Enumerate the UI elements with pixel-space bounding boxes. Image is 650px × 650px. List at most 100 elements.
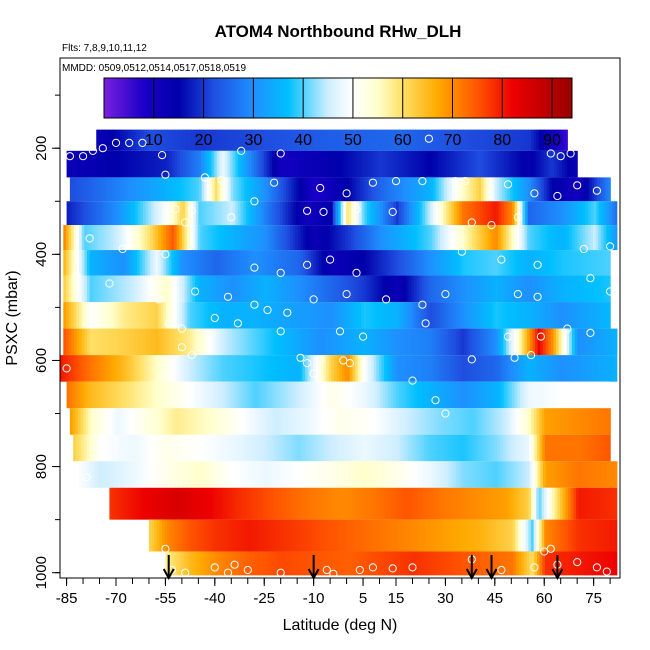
heatmap-cell xyxy=(409,201,413,226)
heatmap-cell xyxy=(117,355,122,382)
heatmap-cell xyxy=(474,328,478,356)
heatmap-cell xyxy=(411,150,416,178)
heatmap-cell xyxy=(189,250,194,276)
heatmap-cell xyxy=(397,551,401,576)
heatmap-cell xyxy=(144,355,148,382)
heatmap-cell xyxy=(523,177,527,202)
heatmap-cell xyxy=(405,275,410,303)
heatmap-cell xyxy=(219,201,223,226)
heatmap-cell xyxy=(582,328,586,356)
heatmap-cell xyxy=(415,434,419,462)
heatmap-cell xyxy=(378,487,382,520)
heatmap-cell xyxy=(383,408,387,435)
heatmap-cell xyxy=(599,487,603,520)
heatmap-cell xyxy=(228,177,232,202)
heatmap-cell xyxy=(179,275,183,303)
heatmap-cell xyxy=(474,461,478,488)
heatmap-cell xyxy=(426,250,431,276)
heatmap-cell xyxy=(110,355,114,382)
observation-point xyxy=(230,560,239,569)
heatmap-cell xyxy=(75,434,80,462)
heatmap-cell xyxy=(349,177,353,202)
heatmap-cell xyxy=(585,461,589,488)
heatmap-cell xyxy=(334,434,338,462)
heatmap-cell xyxy=(303,150,307,178)
heatmap-cell xyxy=(307,434,311,462)
heatmap-cell xyxy=(361,150,365,178)
heatmap-cell xyxy=(200,201,205,226)
heatmap-cell xyxy=(513,551,517,576)
heatmap-cell xyxy=(577,225,581,251)
heatmap-cell xyxy=(320,129,324,151)
heatmap-cell xyxy=(535,275,539,303)
heatmap-cell xyxy=(521,461,526,488)
heatmap-cell xyxy=(465,408,469,435)
heatmap-cell xyxy=(452,519,456,552)
heatmap-cell xyxy=(515,487,519,520)
heatmap-cell xyxy=(123,275,128,303)
heatmap-cell xyxy=(488,201,492,226)
heatmap-cell xyxy=(336,434,340,462)
observation-point xyxy=(233,319,242,328)
heatmap-cell xyxy=(531,355,535,382)
heatmap-cell xyxy=(150,250,154,276)
heatmap-cell xyxy=(152,461,157,488)
heatmap-cell xyxy=(479,551,483,576)
heatmap-cell xyxy=(502,408,506,435)
heatmap-cell xyxy=(244,434,248,462)
heatmap-cell xyxy=(348,150,352,178)
heatmap-cell xyxy=(560,408,564,435)
heatmap-cell xyxy=(108,225,112,251)
heatmap-cell xyxy=(241,129,245,151)
heatmap-cell xyxy=(285,408,290,435)
heatmap-cell xyxy=(212,434,217,462)
heatmap-cell xyxy=(478,408,482,435)
heatmap-cell xyxy=(391,519,395,552)
heatmap-cell xyxy=(370,177,374,202)
heatmap-cell xyxy=(498,461,502,488)
heatmap-cell xyxy=(519,461,523,488)
heatmap-cell xyxy=(372,201,376,226)
heatmap-cell xyxy=(492,355,496,382)
heatmap-cell xyxy=(243,150,247,178)
heatmap-cell xyxy=(271,461,275,488)
heatmap-cell xyxy=(376,461,381,488)
heatmap-cell xyxy=(283,177,287,202)
heatmap-cell xyxy=(194,434,198,462)
heatmap-cell xyxy=(78,434,82,462)
heatmap-cell xyxy=(114,129,118,151)
heatmap-cell xyxy=(540,461,544,488)
heatmap-cell xyxy=(411,381,416,409)
heatmap-cell xyxy=(468,355,472,382)
heatmap-cell xyxy=(515,519,519,552)
heatmap-cell xyxy=(224,225,228,251)
heatmap-cell xyxy=(195,302,199,329)
heatmap-cell xyxy=(102,302,107,329)
heatmap-cell xyxy=(463,328,468,356)
heatmap-cell xyxy=(270,129,274,151)
heatmap-cell xyxy=(433,487,437,520)
heatmap-cell xyxy=(178,355,182,382)
heatmap-cell xyxy=(568,551,572,576)
heatmap-cell xyxy=(158,201,163,226)
heatmap-cell xyxy=(464,201,468,226)
heatmap-cell xyxy=(326,434,330,462)
heatmap-cell xyxy=(308,461,312,488)
heatmap-cell xyxy=(416,275,420,303)
heatmap-cell xyxy=(333,519,337,552)
heatmap-cell xyxy=(84,328,88,356)
heatmap-cell xyxy=(411,302,415,329)
heatmap-cell xyxy=(72,177,76,202)
heatmap-cell xyxy=(383,487,387,520)
heatmap-cell xyxy=(240,150,244,178)
heatmap-cell xyxy=(126,225,130,251)
heatmap-cell xyxy=(475,150,479,178)
heatmap-cell xyxy=(569,201,574,226)
heatmap-cell xyxy=(347,461,352,488)
heatmap-cell xyxy=(353,275,357,303)
heatmap-cell xyxy=(528,177,532,202)
heatmap-cell xyxy=(104,177,108,202)
heatmap-cell xyxy=(254,408,258,435)
heatmap-cell xyxy=(239,461,244,488)
heatmap-cell xyxy=(236,355,240,382)
